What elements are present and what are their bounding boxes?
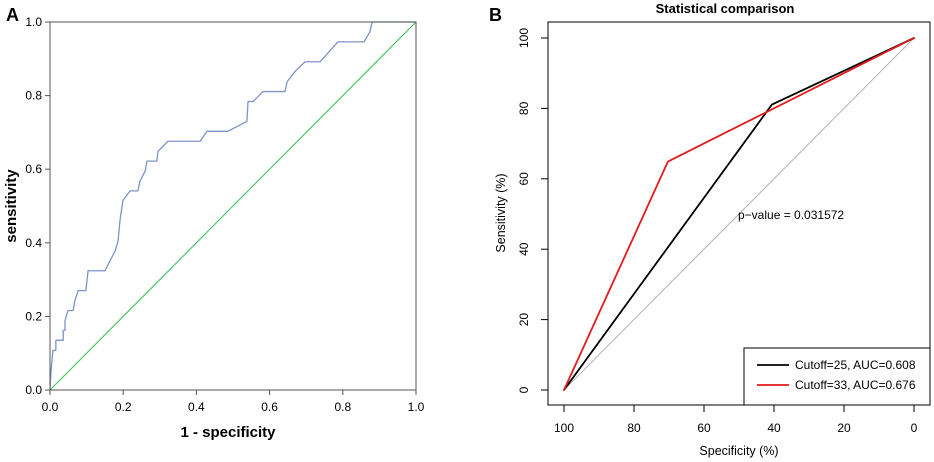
- panel-b-reference-diagonal-line: [563, 37, 915, 391]
- panel-a-y-tick-label: 1.0: [25, 15, 42, 29]
- panel-b-legend-label: Cutoff=25, AUC=0.608: [795, 358, 916, 372]
- panel-a-y-tick-label: 0.2: [25, 309, 42, 323]
- panel-b-x-tick-label: 60: [697, 421, 711, 435]
- panel-a-roc-curve-line: [49, 21, 417, 391]
- panel-b-y-tick-label: 100: [517, 28, 531, 48]
- panel-a-plot-frame: [49, 21, 417, 391]
- panel-b-x-tick-label: 40: [767, 421, 781, 435]
- panel-b-plot-frame: [547, 21, 931, 406]
- panel-b-p-value-annotation: p−value = 0.031572: [738, 208, 844, 222]
- panel-b-legend-box: [743, 347, 931, 406]
- panel-b-chart-title: Statistical comparison: [656, 1, 795, 16]
- panel-b-y-tick-label: 60: [517, 172, 531, 186]
- panel-b-y-tick-label: 80: [517, 101, 531, 115]
- panel-a-x-tick-label: 1.0: [408, 400, 425, 414]
- panel-b-y-tick-label: 40: [517, 242, 531, 256]
- panel-b-x-tick-label: 100: [554, 421, 574, 435]
- panel-b-cutoff-25-line: [563, 37, 915, 391]
- panel-b-legend-label: Cutoff=33, AUC=0.676: [795, 378, 916, 392]
- panel-b-x-tick-label: 80: [627, 421, 641, 435]
- panel-a-x-tick-label: 0.0: [42, 400, 59, 414]
- panel-a-y-tick-label: 0.8: [25, 89, 42, 103]
- panel-a-x-tick-label: 0.6: [261, 400, 278, 414]
- panel-b-y-tick-label: 0: [517, 386, 531, 393]
- panel-a-roc-chart: 0.0 0.2 0.4 0.6 0.8 1.0 0.0 0.2 0.4 0.6 0.8 1.0 1 - …: [3, 5, 425, 441]
- panel-a-x-tick-label: 0.2: [115, 400, 132, 414]
- panel-b-x-axis-title: Specificity (%): [699, 444, 778, 458]
- panel-b-cutoff-33-line: [563, 37, 915, 391]
- panel-b-letter: B: [489, 5, 502, 25]
- panel-b-comparison-chart: 100 80 60 40 20 0 0 20 40 60 80 100 Specificity (%) S…: [489, 1, 931, 458]
- panel-a-x-tick-label: 0.8: [334, 400, 351, 414]
- panel-b-x-tick-label: 20: [837, 421, 851, 435]
- panel-a-x-axis-title: 1 - specificity: [180, 424, 276, 441]
- panel-a-letter: A: [6, 5, 19, 25]
- panel-b-y-tick-label: 20: [517, 313, 531, 327]
- panel-b-legend: Cutoff=25, AUC=0.608 Cutoff=33, AUC=0.676: [743, 347, 931, 406]
- panel-a-y-tick-label: 0.4: [25, 236, 42, 250]
- panel-a-y-tick-label: 0.0: [25, 383, 42, 397]
- panel-b-x-tick-label: 0: [911, 421, 918, 435]
- panel-a-x-tick-label: 0.4: [188, 400, 205, 414]
- panel-b-y-axis-title: Sensitivity (%): [494, 173, 508, 252]
- panel-a-reference-diagonal-line: [49, 21, 417, 391]
- panel-a-y-axis-title: sensitivity: [3, 169, 20, 243]
- panel-a-y-tick-label: 0.6: [25, 162, 42, 176]
